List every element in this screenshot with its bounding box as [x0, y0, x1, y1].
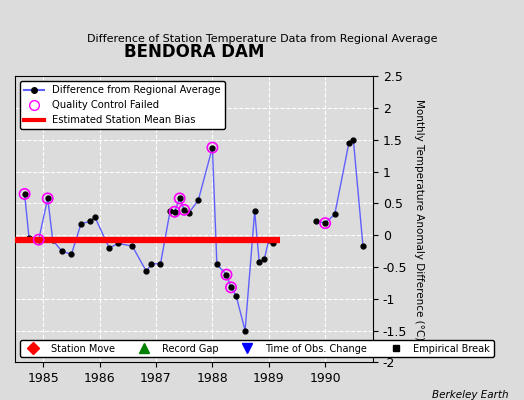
Legend: Station Move, Record Gap, Time of Obs. Change, Empirical Break: Station Move, Record Gap, Time of Obs. C… — [20, 340, 494, 358]
Text: Difference of Station Temperature Data from Regional Average: Difference of Station Temperature Data f… — [87, 34, 437, 44]
Point — [170, 208, 179, 215]
Title: BENDORA DAM: BENDORA DAM — [124, 43, 264, 61]
Y-axis label: Monthly Temperature Anomaly Difference (°C): Monthly Temperature Anomaly Difference (… — [414, 99, 424, 340]
Point — [20, 191, 29, 197]
Point — [321, 220, 330, 226]
Point — [208, 144, 216, 151]
Point — [35, 236, 43, 243]
Text: Berkeley Earth: Berkeley Earth — [432, 390, 508, 400]
Point — [176, 195, 184, 202]
Point — [180, 207, 188, 213]
Point — [222, 272, 231, 278]
Point — [227, 284, 235, 290]
Point — [43, 195, 52, 202]
